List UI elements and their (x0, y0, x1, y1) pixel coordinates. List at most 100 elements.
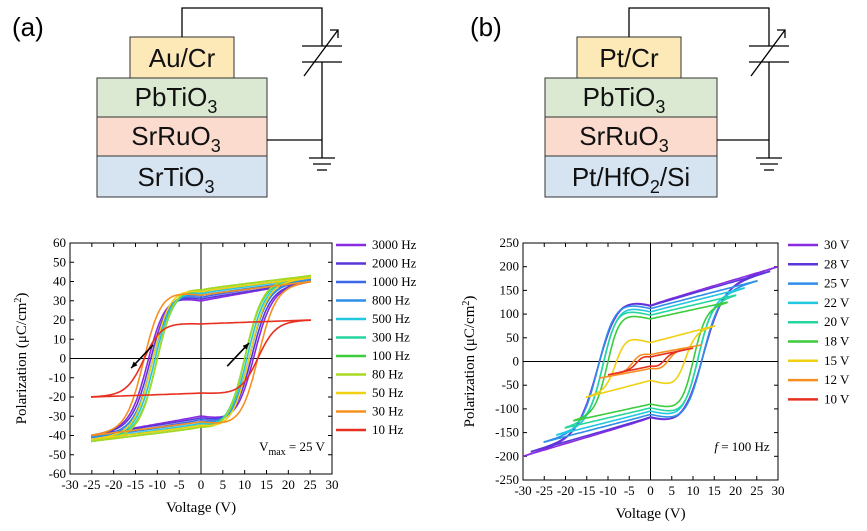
series-loop-18-v (573, 301, 728, 422)
y-axis-title: Polarization (μC/cm2) (461, 296, 478, 428)
series-loop-50-hz (91, 276, 311, 441)
y-tick-label: -50 (502, 377, 519, 392)
legend-label: 18 V (824, 334, 850, 349)
y-tick-label: -250 (495, 472, 519, 487)
x-tick-label: 25 (750, 483, 763, 498)
x-tick-label: -10 (149, 477, 166, 492)
x-tick-label: -15 (127, 477, 144, 492)
legend-label: 25 V (824, 276, 850, 291)
y-axis-title-sup: 2 (13, 298, 24, 303)
x-tick-label: 20 (282, 477, 295, 492)
y-tick-label: 30 (53, 293, 66, 308)
y-tick-label: -30 (49, 408, 66, 423)
legend-label: 12 V (824, 372, 850, 387)
y-axis-title-end: ) (462, 296, 478, 301)
series-loop-12-v (599, 344, 702, 379)
x-tick-label: 10 (238, 477, 251, 492)
legend-label: 3000 Hz (372, 237, 417, 252)
legend-label: 28 V (824, 256, 850, 271)
x-tick-label: -10 (599, 483, 616, 498)
y-tick-label: 50 (506, 330, 519, 345)
x-tick-label: -30 (61, 477, 78, 492)
y-tick-label: 40 (53, 274, 66, 289)
x-tick-label: -20 (557, 483, 574, 498)
legend-label: 10 Hz (372, 422, 404, 437)
series-loop-15-v (586, 325, 716, 398)
annotation-sub: max (268, 447, 285, 458)
panel-label-b: (b) (470, 12, 502, 42)
x-tick-label: 20 (729, 483, 742, 498)
x-tick-label: -5 (174, 477, 185, 492)
x-tick-label: -25 (83, 477, 100, 492)
legend-label: 30 Hz (372, 404, 404, 419)
legend-label: 80 Hz (372, 367, 404, 382)
y-tick-label: 20 (53, 312, 66, 327)
x-tick-label: -15 (578, 483, 595, 498)
layer-film-b (544, 77, 718, 118)
y-tick-label: 60 (53, 235, 66, 250)
y-tick-label: 100 (500, 306, 520, 321)
legend-label: 1000 Hz (372, 274, 417, 289)
series-loop-10-v (607, 347, 694, 376)
y-axis-title-main: Polarization (μC/cm (462, 305, 478, 427)
layer-bottom-electrode-b (544, 116, 718, 157)
y-tick-label: 0 (513, 354, 520, 369)
y-tick-label: -50 (49, 447, 66, 462)
layer-electrode-a-label: Au/Cr (149, 43, 216, 73)
layer-substrate-a-label: SrTiO3 (138, 162, 215, 197)
layer-bottom-electrode-a-label: SrRuO3 (131, 121, 220, 156)
legend-label: 15 V (824, 353, 850, 368)
layer-electrode-b (576, 36, 682, 79)
y-axis-title-end: ) (14, 293, 30, 298)
x-tick-label: 5 (220, 477, 227, 492)
panel-label-a: (a) (12, 12, 44, 42)
legend-label: 50 Hz (372, 385, 404, 400)
x-tick-label: 0 (647, 483, 654, 498)
layer-film-a-label: PbTiO3 (135, 82, 218, 117)
legend-label: 100 Hz (372, 348, 410, 363)
y-tick-label: 0 (60, 351, 67, 366)
schematic-a: (a) Au/Cr PbTiO3 SrRuO3 SrTiO3 (12, 7, 342, 198)
series-loop-80-hz (91, 274, 311, 443)
legend-label: 2000 Hz (372, 256, 417, 271)
y-tick-label: 200 (500, 259, 520, 274)
y-tick-label: -40 (49, 428, 66, 443)
layer-substrate-b-label: Pt/HfO2/Si (572, 162, 690, 197)
y-tick-label: -200 (495, 448, 519, 463)
y-tick-label: 50 (53, 254, 66, 269)
x-axis-title: Voltage (V) (615, 506, 685, 522)
legend-label: 800 Hz (372, 293, 410, 308)
x-tick-label: 15 (260, 477, 273, 492)
series-loop-25-v (543, 279, 758, 444)
layer-substrate-a (96, 155, 268, 198)
x-tick-label: 0 (198, 477, 205, 492)
x-tick-label: 10 (687, 483, 700, 498)
layer-film-b-label: PbTiO3 (583, 82, 666, 117)
y-tick-label: 10 (53, 331, 66, 346)
annotation-main: V (259, 439, 269, 454)
annotation: Vmax = 25 V (259, 439, 325, 458)
layer-electrode-b-label: Pt/Cr (599, 43, 659, 73)
annotation-end: = 100 Hz (718, 439, 770, 454)
x-tick-label: 15 (708, 483, 721, 498)
layer-film-a (96, 77, 268, 118)
x-tick-label: 30 (326, 477, 339, 492)
layer-electrode-a (129, 36, 235, 79)
direction-arrowhead (131, 361, 138, 369)
x-tick-label: 5 (669, 483, 676, 498)
x-tick-label: 30 (772, 483, 785, 498)
annotation: f = 100 Hz (714, 439, 770, 454)
series-loop-10-hz (91, 319, 311, 398)
series-loop-30-hz (91, 280, 311, 437)
legend-label: 30 V (824, 237, 850, 252)
legend-label: 300 Hz (372, 330, 410, 345)
y-tick-label: -60 (49, 466, 66, 481)
chart-voltage-loops: -30 -25 -20 -15 -10 -5 0 5 10 15 20 25 30-250-200-15… (461, 235, 850, 522)
x-tick-label: -20 (105, 477, 122, 492)
layer-substrate-b (544, 155, 718, 198)
chart-frequency-loops: -30 -25 -20 -15 -10 -5 0 5 10 15 20 25 30-60-50-40-3… (13, 235, 417, 516)
y-tick-label: -100 (495, 401, 519, 416)
legend-label: 20 V (824, 314, 850, 329)
x-tick-label: -30 (514, 483, 531, 498)
